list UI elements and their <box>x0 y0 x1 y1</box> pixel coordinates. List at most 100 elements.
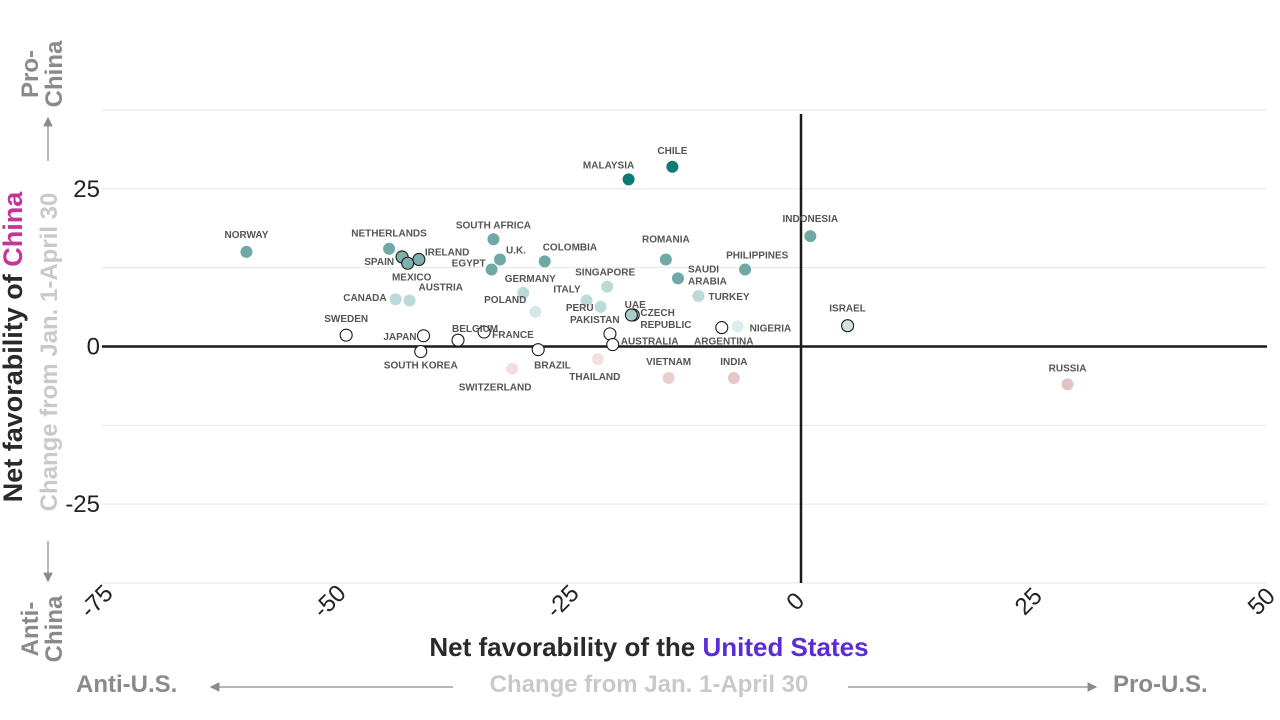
x-sub-label: Change from Jan. 1-April 30 <box>489 671 809 698</box>
point-switzerland <box>506 362 519 375</box>
point-israel <box>841 319 855 333</box>
x-tick-label: 25 <box>1010 583 1048 621</box>
point-philippines <box>739 263 752 276</box>
point-label-sweden: SWEDEN <box>324 314 368 325</box>
x-tick-label: 0 <box>781 587 810 616</box>
point-label-indonesia: INDONESIA <box>783 214 839 225</box>
point-label-malaysia: MALAYSIA <box>583 160 634 171</box>
point-label-canada: CANADA <box>343 293 386 304</box>
point-vietnam <box>662 372 675 385</box>
point-italy <box>580 294 593 307</box>
point-label-japan: JAPAN <box>383 332 416 343</box>
point-label-u-k: U.K. <box>506 245 526 256</box>
x-tick-label: 50 <box>1243 583 1280 621</box>
point-egypt <box>485 263 498 276</box>
point-brazil <box>531 343 545 357</box>
point-label-india: INDIA <box>720 357 747 368</box>
point-belgium <box>451 333 465 347</box>
point-label-norway: NORWAY <box>225 230 269 241</box>
point-label-russia: RUSSIA <box>1049 363 1087 374</box>
point-turkey <box>692 290 705 303</box>
point-label-poland: POLAND <box>484 295 526 306</box>
point-south-korea <box>414 344 428 359</box>
point-label-south-africa: SOUTH AFRICA <box>456 220 531 231</box>
point-canada <box>389 293 402 306</box>
x-left-label: Anti-U.S. <box>76 671 178 698</box>
y-sub-label: Change from Jan. 1-April 30 <box>36 193 63 512</box>
label-layer: CHILE MALAYSIA INDONESIA NORWAY NETHERLANDS S… <box>225 146 1087 394</box>
point-norway <box>240 245 253 258</box>
point-label-philippines: PHILIPPINES <box>726 251 789 262</box>
y-axis-title: Net favorability of China Change from Jan… <box>0 40 68 662</box>
point-mexico <box>401 256 415 270</box>
y-tick-label: 0 <box>87 334 100 361</box>
point-layer <box>240 160 1074 391</box>
point-chile <box>666 160 679 173</box>
point-label-south-korea: SOUTH KOREA <box>384 361 458 372</box>
x-axis-title-prefix: Net favorability of the <box>429 632 703 662</box>
axis-layer <box>102 114 1267 583</box>
point-label-brazil: BRAZIL <box>534 361 571 372</box>
point-u-k <box>493 253 506 266</box>
point-label-czech-republic: CZECH REPUBLIC <box>640 308 691 331</box>
point-germany <box>517 286 530 299</box>
point-label-argentina: ARGENTINA <box>694 337 753 348</box>
y-axis-title-main: Net favorability of China <box>0 191 28 503</box>
point-japan <box>416 329 431 343</box>
point-label-uae: UAE <box>625 300 646 311</box>
point-label-nigeria: NIGERIA <box>750 323 792 334</box>
y-tick-label: 25 <box>73 176 100 203</box>
y-bottom-label: Anti-China <box>17 595 68 662</box>
point-label-romania: ROMANIA <box>642 234 690 245</box>
point-ireland <box>412 252 426 267</box>
point-label-italy: ITALY <box>553 284 581 295</box>
point-russia <box>1061 378 1074 391</box>
point-netherlands <box>383 242 396 255</box>
point-label-chile: CHILE <box>657 146 687 157</box>
y-top-label: Pro-China <box>17 40 68 107</box>
point-label-switzerland: SWITZERLAND <box>459 383 532 394</box>
point-label-france: FRANCE <box>492 330 534 341</box>
point-label-thailand: THAILAND <box>569 372 620 383</box>
point-sweden <box>339 328 353 342</box>
point-france <box>477 325 491 339</box>
point-austria <box>403 294 416 307</box>
point-label-mexico: MEXICO <box>392 272 432 283</box>
point-australia <box>606 338 620 352</box>
point-label-turkey: TURKEY <box>708 292 749 303</box>
point-label-israel: ISRAEL <box>829 304 866 315</box>
point-label-colombia: COLOMBIA <box>543 242 597 253</box>
point-malaysia <box>622 173 635 186</box>
point-label-saudi-arabia: SAUDI ARABIA <box>688 264 727 287</box>
point-saudi-arabia <box>671 272 684 285</box>
x-right-label: Pro-U.S. <box>1113 671 1208 698</box>
point-peru <box>594 300 607 313</box>
point-singapore <box>601 280 614 293</box>
x-tick-label: -25 <box>541 580 585 624</box>
point-label-ireland: IRELAND <box>425 247 469 258</box>
point-poland <box>529 305 542 318</box>
point-pakistan <box>603 327 617 341</box>
point-label-egypt: EGYPT <box>452 259 486 270</box>
point-label-vietnam: VIETNAM <box>646 357 691 368</box>
point-label-pakistan: PAKISTAN <box>570 315 620 326</box>
point-label-netherlands: NETHERLANDS <box>351 229 427 240</box>
point-colombia <box>538 255 551 268</box>
x-tick-label: -75 <box>75 580 119 624</box>
point-nigeria <box>731 320 744 333</box>
point-label-germany: GERMANY <box>505 274 556 285</box>
point-label-peru: PERU <box>566 303 594 314</box>
point-romania <box>659 253 672 266</box>
point-label-australia: AUSTRALIA <box>621 337 679 348</box>
point-thailand <box>591 353 604 366</box>
point-south-africa <box>487 233 500 246</box>
point-label-belgium: BELGIUM <box>452 324 498 335</box>
grid-layer <box>102 109 1267 584</box>
point-argentina <box>715 321 729 335</box>
x-tick-label: -50 <box>308 580 352 624</box>
point-label-austria: AUSTRIA <box>419 282 463 293</box>
point-label-spain: SPAIN <box>364 257 394 268</box>
point-czech-republic <box>624 308 638 322</box>
x-axis-title: Net favorability of the United States <box>0 632 1280 663</box>
